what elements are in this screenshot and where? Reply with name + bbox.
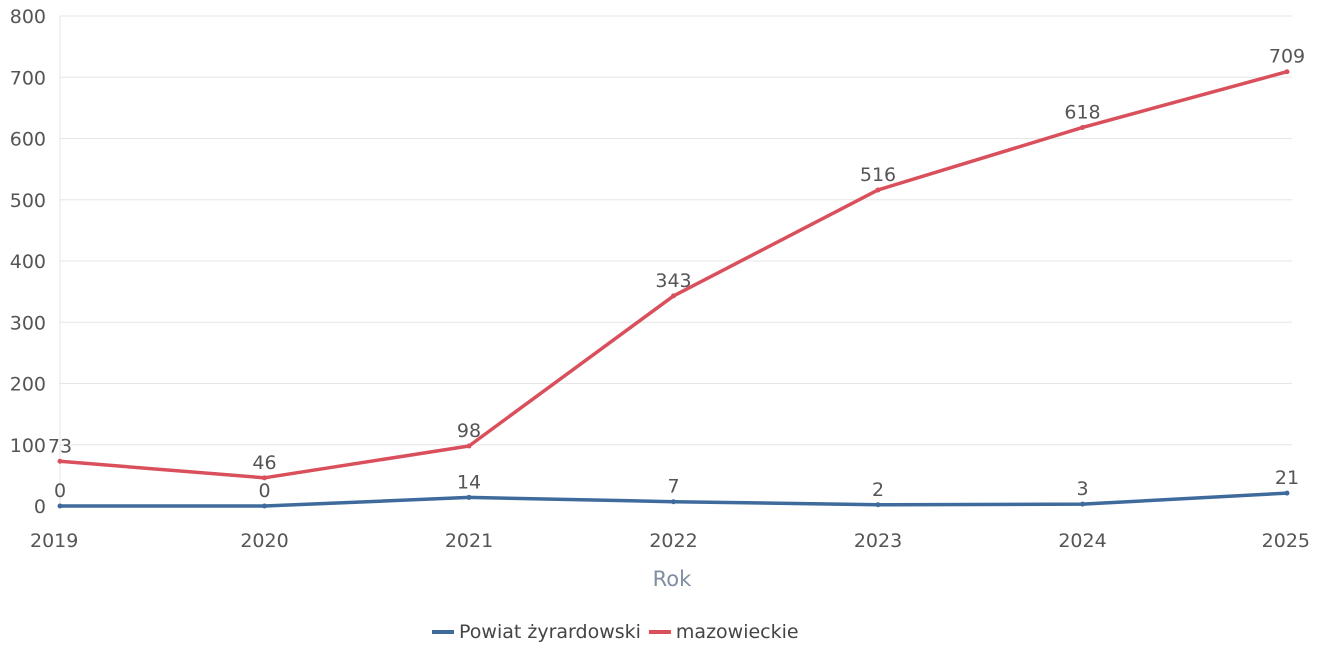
data-point (671, 293, 676, 299)
data-point (466, 494, 472, 500)
y-tick-label: 400 (10, 251, 46, 273)
x-tick-label: 2025 (1262, 530, 1310, 552)
data-label: 516 (860, 164, 896, 186)
data-point (57, 503, 63, 509)
grid-lines (59, 15, 1292, 506)
data-label: 2 (872, 479, 884, 501)
legend: Powiat żyrardowski mazowieckie (432, 621, 799, 643)
data-label: 73 (48, 435, 72, 457)
y-axis: 0 100 200 300 400 500 600 700 800 (10, 6, 46, 518)
data-point (1080, 124, 1085, 130)
data-label: 618 (1064, 101, 1100, 123)
y-tick-label: 200 (10, 374, 46, 396)
y-tick-label: 600 (10, 129, 46, 151)
data-point (1284, 69, 1290, 75)
data-point (262, 475, 267, 481)
x-tick-label: 2019 (30, 530, 78, 552)
y-tick-label: 300 (10, 312, 46, 334)
data-point (262, 503, 267, 509)
data-label: 7 (667, 476, 679, 498)
data-label: 0 (54, 480, 66, 502)
y-tick-label: 800 (10, 6, 46, 28)
y-tick-label: 0 (34, 496, 46, 518)
data-point (466, 443, 472, 449)
data-point (875, 502, 881, 508)
y-tick-label: 100 (10, 435, 46, 457)
data-label: 0 (258, 480, 270, 502)
x-tick-label: 2023 (854, 530, 902, 552)
x-axis: 2019 2020 2021 2022 2023 2024 2025 (30, 530, 1310, 552)
x-tick-label: 2020 (240, 530, 288, 552)
data-label: 709 (1269, 46, 1305, 68)
data-point (1284, 490, 1290, 496)
series-lines (57, 69, 1290, 509)
data-labels: 0 0 14 7 2 3 21 73 46 98 343 516 618 709 (48, 46, 1305, 502)
x-axis-title: Rok (653, 567, 692, 591)
data-label: 3 (1076, 478, 1088, 500)
data-point (671, 499, 676, 505)
data-label: 14 (457, 471, 481, 493)
data-label: 343 (655, 270, 691, 292)
data-label: 46 (252, 452, 276, 474)
data-point (57, 458, 63, 464)
x-tick-label: 2021 (445, 530, 493, 552)
legend-label: mazowieckie (676, 621, 799, 643)
data-point (875, 187, 881, 193)
y-tick-label: 700 (10, 67, 46, 89)
x-tick-label: 2022 (649, 530, 697, 552)
data-label: 21 (1275, 467, 1299, 489)
x-tick-label: 2024 (1058, 530, 1106, 552)
data-point (1080, 501, 1085, 507)
legend-label: Powiat żyrardowski (459, 621, 641, 643)
y-tick-label: 500 (10, 190, 46, 212)
data-label: 98 (457, 420, 481, 442)
